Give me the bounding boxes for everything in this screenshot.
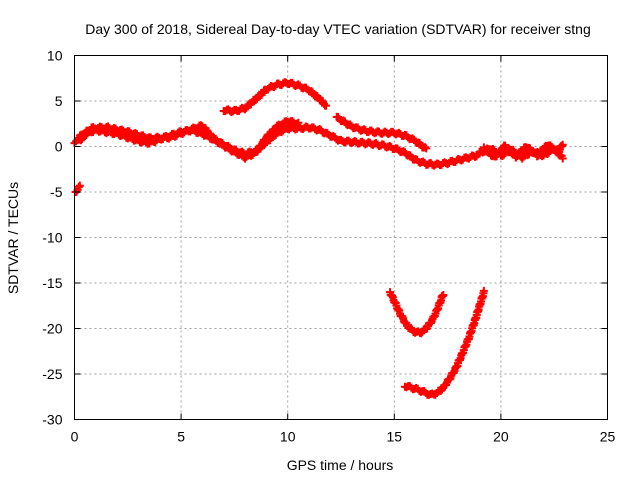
y-axis-label: SDTVAR / TECUs: [5, 182, 21, 294]
x-tick-label: 0: [71, 429, 79, 445]
y-tick-label: -5: [50, 184, 63, 200]
x-axis-label: GPS time / hours: [287, 457, 394, 473]
x-tick-label: 15: [387, 429, 403, 445]
data-point: [558, 154, 567, 163]
y-tick-label: 5: [55, 93, 63, 109]
series-descending-band: [332, 112, 431, 153]
data-marks: [70, 78, 567, 399]
axis-ticks: 0 5 10 15 20 25 -30 -25 -20 -15 -10 -5 0 5 10: [42, 48, 615, 445]
series-baseline-secondary: [74, 117, 303, 163]
data-point: [439, 291, 448, 300]
x-tick-label: 20: [493, 429, 509, 445]
y-tick-label: -10: [42, 230, 62, 246]
y-tick-label: -30: [42, 412, 62, 428]
data-point: [294, 118, 303, 127]
data-point: [479, 286, 488, 295]
y-tick-label: -15: [42, 275, 62, 291]
data-point: [75, 181, 84, 190]
series-dip-curve-a: [386, 288, 448, 338]
y-tick-label: -25: [42, 366, 62, 382]
series-arc-upper: [219, 78, 331, 116]
y-tick-label: 10: [47, 48, 63, 64]
data-point: [558, 140, 567, 149]
data-point: [322, 101, 331, 110]
x-tick-label: 25: [600, 429, 616, 445]
chart-title: Day 300 of 2018, Sidereal Day-to-day VTE…: [85, 21, 591, 37]
series-dip-curve-b: [400, 286, 488, 399]
grid-lines: [74, 55, 608, 420]
series-late-cluster-b: [479, 140, 567, 162]
x-tick-label: 5: [177, 429, 185, 445]
data-point: [422, 144, 431, 153]
y-tick-label: 0: [55, 139, 63, 155]
y-tick-label: -20: [42, 321, 62, 337]
x-tick-label: 10: [280, 429, 296, 445]
